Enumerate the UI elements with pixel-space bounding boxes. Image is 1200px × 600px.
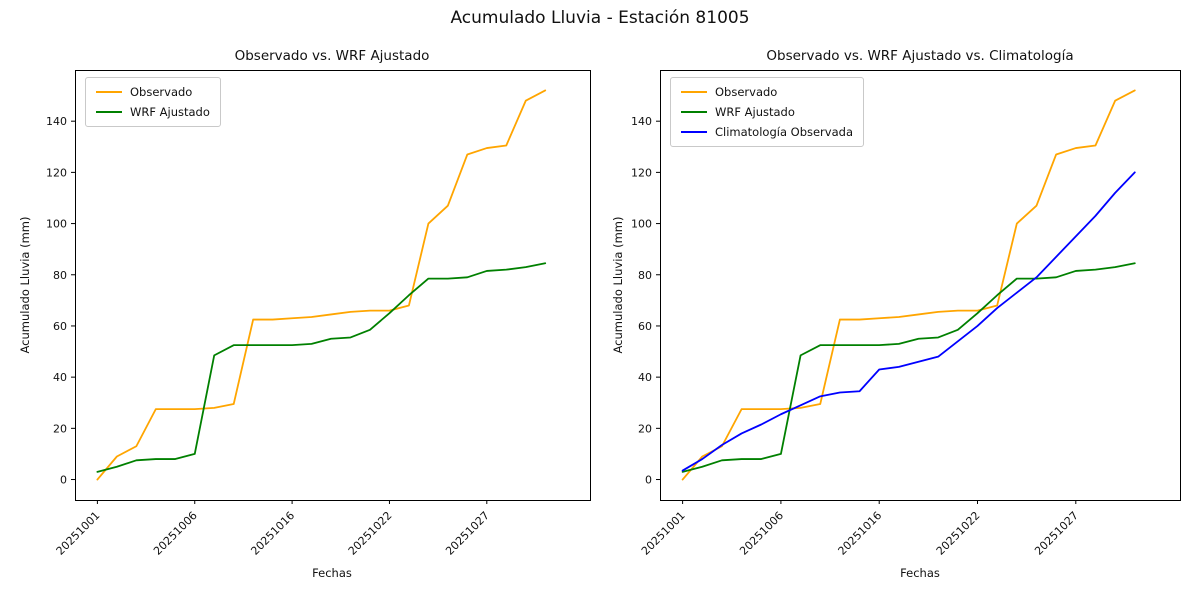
x-tick-label: 20251016 bbox=[836, 509, 885, 558]
left-plot-canvas: 0 20 40 60 80 100 120 140 20251001 20251006 202510… bbox=[46, 70, 591, 558]
right-x-axis-label: Fechas bbox=[900, 566, 940, 580]
right-subplot: Observado vs. WRF Ajustado vs. Climatolo… bbox=[600, 0, 1200, 600]
y-tick-label: 120 bbox=[631, 166, 652, 179]
left-plot-title: Observado vs. WRF Ajustado bbox=[234, 48, 430, 64]
legend-item: WRF Ajustado bbox=[681, 105, 853, 119]
legend-item: Observado bbox=[681, 85, 853, 99]
y-tick-label: 120 bbox=[46, 166, 67, 179]
figure-title: Acumulado Lluvia - Estación 81005 bbox=[450, 8, 750, 28]
x-tick-label: 20251027 bbox=[1032, 509, 1081, 558]
series-line-wrf-ajustado bbox=[96, 262, 547, 473]
x-tick-label: 20251001 bbox=[639, 509, 688, 558]
y-tick-label: 100 bbox=[631, 218, 652, 231]
y-tick-label: 0 bbox=[60, 474, 67, 487]
x-tick-label: 20251006 bbox=[737, 509, 786, 558]
legend-item: WRF Ajustado bbox=[96, 105, 210, 119]
y-tick-label: 140 bbox=[46, 115, 67, 128]
series-line-wrf-ajustado bbox=[681, 262, 1136, 473]
y-tick-label: 40 bbox=[638, 371, 652, 384]
y-tick-label: 80 bbox=[53, 269, 67, 282]
legend-line-swatch bbox=[96, 91, 122, 93]
y-tick-label: 140 bbox=[631, 115, 652, 128]
y-tick-label: 100 bbox=[46, 218, 67, 231]
y-tick-label: 80 bbox=[638, 269, 652, 282]
right-legend: Observado WRF Ajustado Climatología Observ… bbox=[670, 77, 864, 147]
x-tick-label: 20251022 bbox=[934, 509, 983, 558]
legend-label: Observado bbox=[715, 85, 778, 99]
legend-item: Climatología Observada bbox=[681, 125, 853, 139]
legend-line-swatch bbox=[681, 131, 707, 133]
x-tick-label: 20251027 bbox=[443, 509, 492, 558]
axes-frame bbox=[660, 70, 1181, 501]
legend-line-swatch bbox=[681, 111, 707, 113]
legend-line-swatch bbox=[96, 111, 122, 113]
y-tick-label: 60 bbox=[53, 320, 67, 333]
y-tick-label: 40 bbox=[53, 371, 67, 384]
x-tick-label: 20251016 bbox=[248, 509, 297, 558]
series-line-observado bbox=[96, 89, 547, 481]
left-x-axis-label: Fechas bbox=[312, 566, 352, 580]
legend-label: WRF Ajustado bbox=[715, 105, 795, 119]
x-tick-label: 20251001 bbox=[54, 509, 103, 558]
legend-item: Observado bbox=[96, 85, 210, 99]
x-tick-label: 20251022 bbox=[346, 509, 395, 558]
left-legend: Observado WRF Ajustado bbox=[85, 77, 221, 127]
left-subplot: Observado vs. WRF Ajustado Acumulado Llu… bbox=[18, 48, 591, 580]
y-tick-label: 0 bbox=[645, 474, 652, 487]
series-line-observado bbox=[681, 89, 1136, 481]
legend-label: Climatología Observada bbox=[715, 125, 853, 139]
legend-label: WRF Ajustado bbox=[130, 105, 210, 119]
y-tick-label: 20 bbox=[638, 422, 652, 435]
right-plot-canvas: 0 20 40 60 80 100 120 140 20251001 20251006 202510… bbox=[631, 70, 1181, 558]
y-tick-label: 60 bbox=[638, 320, 652, 333]
legend-label: Observado bbox=[130, 85, 193, 99]
x-tick-label: 20251006 bbox=[151, 509, 200, 558]
y-tick-label: 20 bbox=[53, 422, 67, 435]
axes-frame bbox=[75, 70, 591, 501]
series-line-climatolog-a-observada bbox=[681, 171, 1136, 472]
right-plot-title: Observado vs. WRF Ajustado vs. Climatolo… bbox=[766, 48, 1074, 64]
legend-line-swatch bbox=[681, 91, 707, 93]
